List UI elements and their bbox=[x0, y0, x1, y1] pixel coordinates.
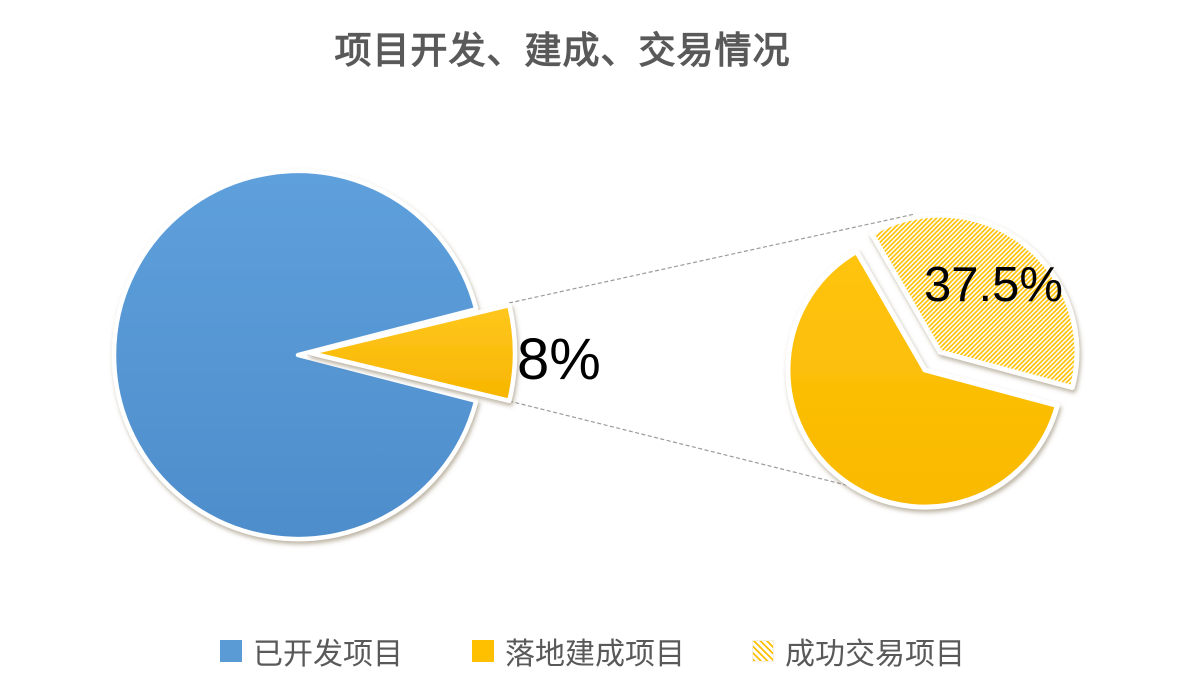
connector-line-top bbox=[508, 213, 916, 304]
chart-legend: 已开发项目 落地建成项目 成功交易项目 bbox=[0, 629, 1200, 671]
legend-swatch-blue bbox=[220, 640, 242, 662]
legend-label-traded: 成功交易项目 bbox=[785, 638, 965, 671]
main-pie-built-wedge bbox=[307, 302, 518, 404]
legend-item-traded: 成功交易项目 bbox=[752, 629, 965, 673]
legend-swatch-hatch bbox=[752, 640, 774, 662]
data-label-secondary-37-5pct: 37.5% bbox=[924, 258, 1063, 312]
legend-item-built: 落地建成项目 bbox=[472, 629, 685, 673]
legend-item-developed: 已开发项目 bbox=[220, 629, 403, 673]
secondary-pie-built-slice bbox=[785, 248, 1060, 510]
connector-line-bottom bbox=[508, 400, 863, 490]
chart-title: 项目开发、建成、交易情况 bbox=[334, 30, 791, 71]
main-pie-developed-slice bbox=[111, 168, 479, 542]
secondary-pie-traded-wedge bbox=[869, 212, 1080, 390]
legend-label-built: 落地建成项目 bbox=[505, 638, 685, 671]
legend-label-developed: 已开发项目 bbox=[253, 638, 403, 671]
data-label-main-8pct: 8% bbox=[517, 327, 601, 392]
legend-swatch-gold bbox=[472, 640, 494, 662]
